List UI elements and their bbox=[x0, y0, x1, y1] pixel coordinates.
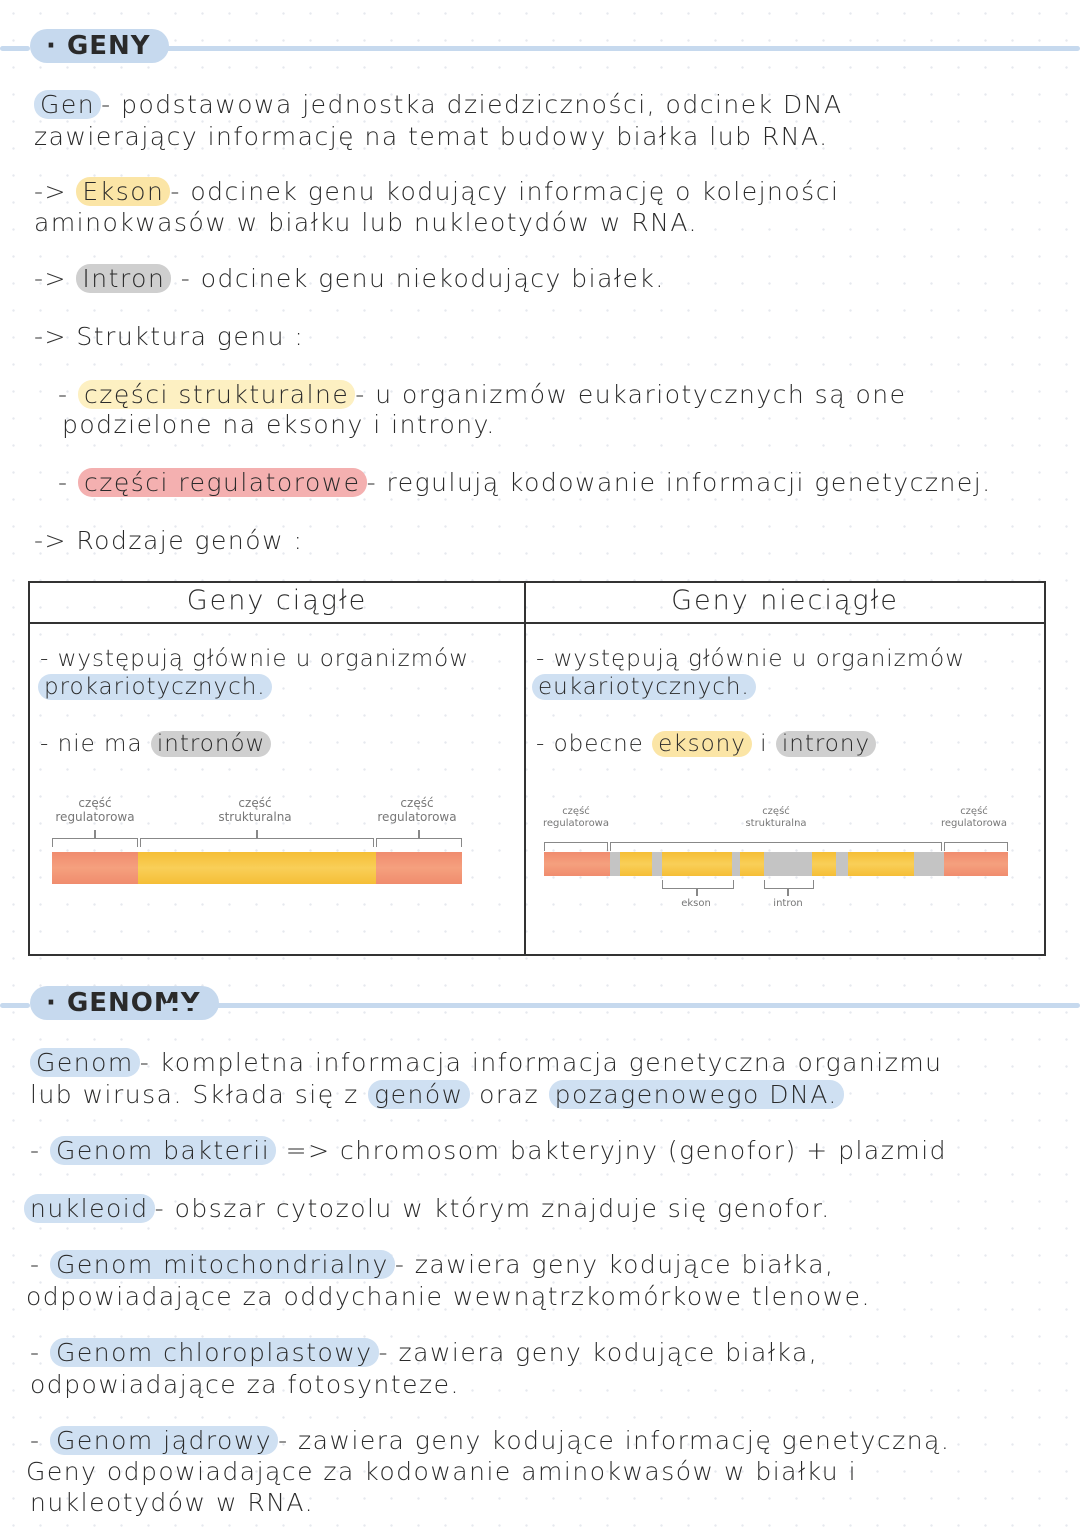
genom-definition-line2: lub wirusa. Składa się z genów oraz poza… bbox=[30, 1080, 844, 1109]
nieciagle-item1-line2: eukariotycznych. bbox=[532, 674, 756, 700]
segment-structural bbox=[138, 852, 376, 884]
bracket-regulatory-right bbox=[376, 838, 462, 847]
bracket-structural bbox=[140, 838, 374, 847]
nukleoid-definition: nukleoid - obszar cytozolu w którym znajd… bbox=[24, 1194, 831, 1223]
table-header-row: Geny ciągłe Geny nieciągłe bbox=[28, 581, 1046, 624]
genom-jadrowy-line2: Geny odpowiadające za kodowanie aminokwa… bbox=[26, 1457, 858, 1486]
term-ekson: Ekson bbox=[76, 177, 171, 206]
term-intron: Intron bbox=[76, 264, 172, 293]
ciagle-item1-line2: prokariotycznych. bbox=[38, 674, 272, 700]
segment-intron bbox=[914, 852, 944, 876]
term-pozagenowego-dna: pozagenowego DNA. bbox=[548, 1080, 844, 1109]
bracket-regulatory-left bbox=[52, 838, 138, 847]
segment-exon bbox=[740, 852, 764, 876]
term-genom: Genom bbox=[30, 1048, 140, 1077]
rodzaje-genow-heading: -> Rodzaje genów : bbox=[34, 526, 304, 555]
gen-definition-line2: zawierający informację na temat budowy b… bbox=[34, 122, 829, 151]
section-title: · GENY bbox=[30, 29, 169, 63]
label-regulatory-right: część regulatorowa bbox=[377, 796, 457, 824]
label-regulatory-right: część regulatorowa bbox=[941, 806, 1007, 829]
term-nukleoid: nukleoid bbox=[24, 1194, 155, 1223]
term-prokariotycznych: prokariotycznych. bbox=[38, 674, 272, 700]
term-introny: introny bbox=[775, 731, 877, 757]
term-genow: genów bbox=[368, 1080, 470, 1109]
gene-types-table: Geny ciągłe Geny nieciągłe - występują g… bbox=[28, 581, 1046, 956]
divider-line bbox=[164, 1003, 1080, 1008]
cell-geny-ciagle: - występują głównie u organizmów prokari… bbox=[28, 622, 526, 956]
arrow-icon: -> bbox=[34, 264, 67, 293]
label-ekson: ekson bbox=[681, 898, 711, 909]
term-genom-jadrowy: Genom jądrowy bbox=[49, 1426, 279, 1455]
segment-intron bbox=[732, 852, 740, 876]
segment-intron bbox=[764, 852, 812, 876]
cell-geny-nieciagle: - występują głównie u organizmów eukario… bbox=[524, 622, 1046, 956]
divider-line bbox=[146, 46, 1080, 51]
label-regulatory-left: część regulatorowa bbox=[543, 806, 609, 829]
nieciagle-item1-line1: - występują głównie u organizmów bbox=[536, 646, 966, 672]
intron-definition: -> Intron - odcinek genu niekodujący bia… bbox=[34, 264, 665, 293]
genom-mitochondrialny-line1: - Genom mitochondrialny - zawiera geny ko… bbox=[30, 1250, 835, 1279]
label-structural: część strukturalna bbox=[218, 796, 292, 824]
ciagle-item1-line1: - występują głównie u organizmów bbox=[40, 646, 470, 672]
segment-exon bbox=[848, 852, 914, 876]
header-geny-nieciagle: Geny nieciągłe bbox=[524, 581, 1046, 624]
czesci-strukturalne-line2: podzielone na eksony i introny. bbox=[62, 410, 496, 439]
term-gen: Gen bbox=[34, 90, 102, 119]
segment-intron bbox=[610, 852, 620, 876]
struktura-genu-heading: -> Struktura genu : bbox=[34, 322, 305, 351]
term-intronow: intronów bbox=[150, 731, 272, 757]
segment-exon bbox=[662, 852, 732, 876]
genom-mitochondrialny-line2: odpowiadające za oddychanie wewnątrzkomó… bbox=[26, 1282, 871, 1311]
segment-regulatory-left bbox=[52, 852, 138, 884]
segment-regulatory-right bbox=[376, 852, 462, 884]
ciagle-item2: - nie ma intronów bbox=[40, 731, 272, 757]
header-geny-ciagle: Geny ciągłe bbox=[28, 581, 526, 624]
term-eksony: eksony bbox=[652, 731, 752, 757]
segment-exon bbox=[812, 852, 836, 876]
label-structural: część strukturalna bbox=[745, 806, 807, 829]
label-intron: intron bbox=[773, 898, 803, 909]
czesci-regulatorowe: - części regulatorowe - regulują kodowani… bbox=[58, 468, 992, 497]
segment-intron bbox=[836, 852, 848, 876]
arrow-icon: -> bbox=[34, 526, 67, 555]
term-czesci-regulatorowe: części regulatorowe bbox=[77, 468, 367, 497]
segment-exon bbox=[620, 852, 652, 876]
genom-chloroplastowy-line2: odpowiadające za fotosynteze. bbox=[30, 1370, 460, 1399]
term-genom-chloroplastowy: Genom chloroplastowy bbox=[49, 1338, 379, 1367]
term-eukariotycznych: eukariotycznych. bbox=[532, 674, 756, 700]
label-regulatory-left: część regulatorowa bbox=[55, 796, 135, 824]
genom-chloroplastowy-line1: - Genom chloroplastowy - zawiera geny kod… bbox=[30, 1338, 819, 1367]
czesci-strukturalne-line1: - części strukturalne - u organizmów euka… bbox=[58, 380, 907, 409]
ekson-definition-line1: -> Ekson - odcinek genu kodujący informac… bbox=[34, 177, 840, 206]
arrow-icon: -> bbox=[34, 322, 67, 351]
genom-definition-line1: Genom - kompletna informacja informacja g… bbox=[30, 1048, 943, 1077]
term-czesci-strukturalne: części strukturalne bbox=[77, 380, 356, 409]
table-row: - występują głównie u organizmów prokari… bbox=[28, 622, 1046, 956]
arrow-icon: -> bbox=[34, 177, 67, 206]
divider-line bbox=[0, 46, 30, 51]
gen-definition-line1: Gen - podstawowa jednostka dziedziczności… bbox=[34, 90, 843, 119]
segment-regulatory-left bbox=[544, 852, 610, 876]
divider-line bbox=[0, 1003, 30, 1008]
section-header-geny: · GENY bbox=[0, 27, 1080, 67]
section-header-genomy: · GENOMY bbox=[0, 984, 1080, 1024]
term-genom-mitochondrialny: Genom mitochondrialny bbox=[49, 1250, 395, 1279]
ekson-definition-line2: aminokwasów w białku lub nukleotydów w R… bbox=[34, 208, 698, 237]
segment-regulatory-right bbox=[944, 852, 1008, 876]
genom-jadrowy-line1: - Genom jądrowy - zawiera geny kodujące i… bbox=[30, 1426, 951, 1455]
genom-jadrowy-line3: nukleotydów w RNA. bbox=[30, 1488, 315, 1517]
term-genom-bakterii: Genom bakterii bbox=[49, 1136, 277, 1165]
segment-intron bbox=[652, 852, 662, 876]
genom-bakterii: - Genom bakterii => chromosom bakteryjny… bbox=[30, 1136, 948, 1165]
nieciagle-item2: - obecne eksony i introny bbox=[536, 731, 877, 757]
